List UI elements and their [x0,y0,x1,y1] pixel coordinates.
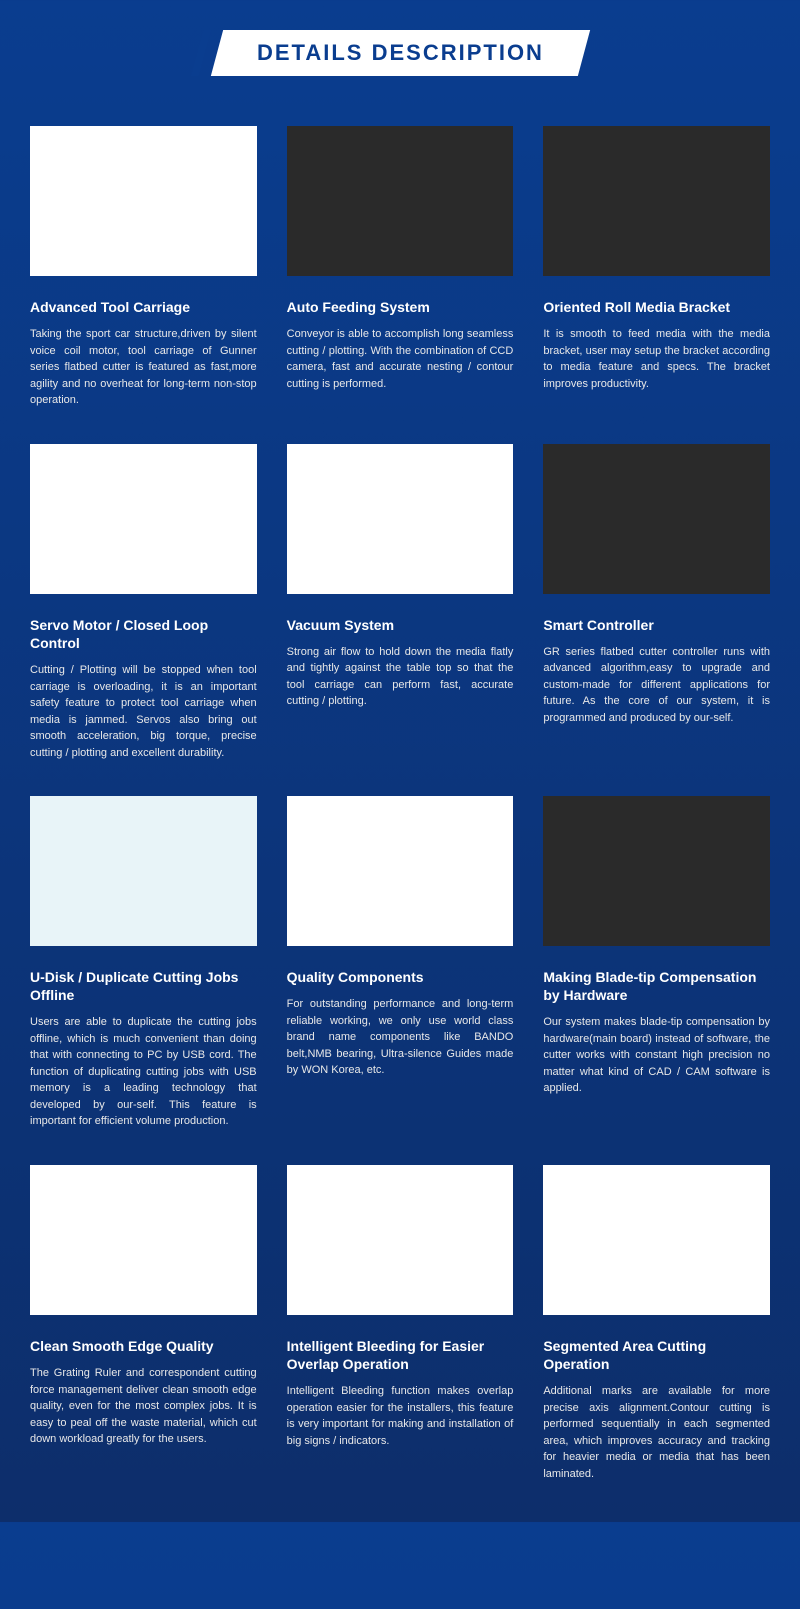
header-banner: DETAILS DESCRIPTION [210,30,589,76]
feature-title: Auto Feeding System [287,298,514,316]
feature-title: Smart Controller [543,616,770,634]
feature-card: Advanced Tool Carriage Taking the sport c… [30,126,257,409]
header: DETAILS DESCRIPTION [0,0,800,126]
feature-title: U-Disk / Duplicate Cutting Jobs Offline [30,968,257,1004]
feature-description: GR series flatbed cutter controller runs… [543,644,770,727]
feature-title: Vacuum System [287,616,514,634]
feature-title: Making Blade-tip Compensation by Hardwar… [543,968,770,1004]
feature-image [30,126,257,276]
feature-image [30,796,257,946]
feature-card: Clean Smooth Edge Quality The Grating Rul… [30,1165,257,1482]
feature-image [543,796,770,946]
feature-description: Our system makes blade-tip compensation … [543,1014,770,1097]
feature-image [287,796,514,946]
feature-image [30,1165,257,1315]
feature-card: Intelligent Bleeding for Easier Overlap … [287,1165,514,1482]
feature-title: Intelligent Bleeding for Easier Overlap … [287,1337,514,1373]
feature-description: Users are able to duplicate the cutting … [30,1014,257,1130]
feature-image [30,444,257,594]
feature-title: Advanced Tool Carriage [30,298,257,316]
page-title: DETAILS DESCRIPTION [257,40,544,66]
feature-description: Additional marks are available for more … [543,1383,770,1482]
feature-title: Oriented Roll Media Bracket [543,298,770,316]
feature-title: Quality Components [287,968,514,986]
feature-card: Vacuum System Strong air flow to hold dow… [287,444,514,761]
feature-description: Taking the sport car structure,driven by… [30,326,257,409]
feature-card: Making Blade-tip Compensation by Hardwar… [543,796,770,1130]
feature-description: The Grating Ruler and correspondent cutt… [30,1365,257,1448]
feature-card: Quality Components For outstanding perfor… [287,796,514,1130]
feature-card: Auto Feeding System Conveyor is able to a… [287,126,514,409]
feature-card: Segmented Area Cutting Operation Addition… [543,1165,770,1482]
feature-image [543,444,770,594]
feature-description: Conveyor is able to accomplish long seam… [287,326,514,392]
feature-title: Clean Smooth Edge Quality [30,1337,257,1355]
feature-image [287,1165,514,1315]
feature-description: It is smooth to feed media with the medi… [543,326,770,392]
feature-description: Intelligent Bleeding function makes over… [287,1383,514,1449]
feature-title: Servo Motor / Closed Loop Control [30,616,257,652]
feature-card: Oriented Roll Media Bracket It is smooth … [543,126,770,409]
feature-description: For outstanding performance and long-ter… [287,996,514,1079]
feature-title: Segmented Area Cutting Operation [543,1337,770,1373]
feature-image [543,1165,770,1315]
feature-card: Servo Motor / Closed Loop Control Cutting… [30,444,257,761]
feature-card: U-Disk / Duplicate Cutting Jobs Offline U… [30,796,257,1130]
feature-description: Strong air flow to hold down the media f… [287,644,514,710]
feature-image [543,126,770,276]
feature-description: Cutting / Plotting will be stopped when … [30,662,257,761]
feature-grid: Advanced Tool Carriage Taking the sport c… [0,126,800,1482]
feature-card: Smart Controller GR series flatbed cutter… [543,444,770,761]
feature-image [287,444,514,594]
feature-image [287,126,514,276]
